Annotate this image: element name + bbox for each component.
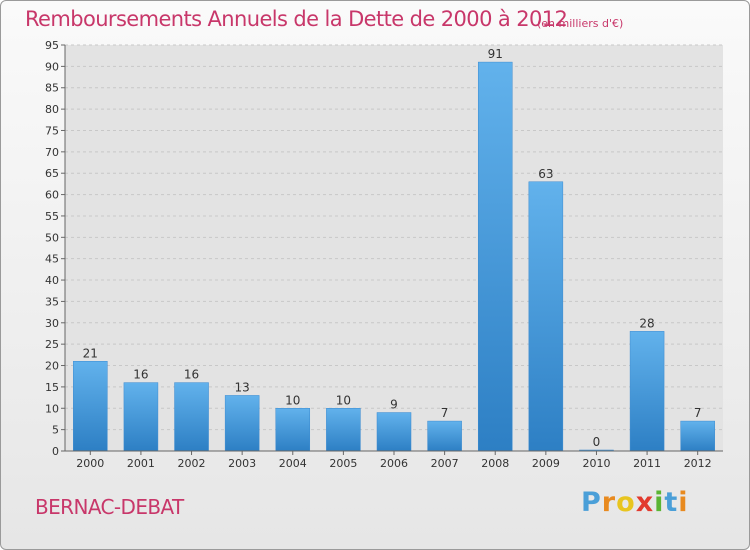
logo-letter: r (601, 487, 617, 518)
y-tick-label: 75 (45, 124, 59, 137)
bar (73, 361, 108, 452)
proxiti-logo: Proxiti (581, 487, 689, 518)
y-tick-label: 25 (45, 338, 59, 351)
bar (528, 181, 564, 452)
y-tick-label: 65 (45, 167, 59, 180)
bar-value-label: 0 (593, 435, 601, 449)
x-tick-label: 2001 (127, 457, 155, 470)
y-tick-label: 5 (52, 424, 59, 437)
bar-chart: 21 16 16 13 10 10 9 7 91 63 0 28 7 0 5 10 15 20 25 30 35 40 4… (45, 39, 723, 470)
y-tick-label: 35 (45, 295, 59, 308)
y-tick-label: 60 (45, 189, 59, 202)
bar-series: 21 16 16 13 10 10 9 7 91 63 0 28 7 (73, 47, 715, 452)
bar (477, 61, 513, 452)
x-tick-label: 2005 (329, 457, 357, 470)
x-tick-label: 2009 (532, 457, 560, 470)
bar-value-label: 63 (538, 167, 553, 181)
logo-letter: i (678, 487, 689, 518)
bar-value-label: 10 (285, 393, 300, 407)
bar (680, 420, 715, 452)
logo-letter: t (664, 487, 679, 518)
bar (123, 382, 159, 452)
y-tick-label: 95 (45, 39, 59, 52)
bar-value-label: 13 (235, 380, 250, 394)
bar (326, 408, 361, 452)
bar-value-label: 28 (639, 316, 654, 330)
x-tick-label: 2011 (633, 457, 661, 470)
bar-value-label: 9 (390, 398, 398, 412)
y-tick-label: 40 (45, 274, 59, 287)
bar-value-label: 10 (336, 393, 351, 407)
logo-letter: o (616, 487, 636, 518)
plot-area (65, 45, 723, 451)
y-tick-label: 85 (45, 82, 59, 95)
bar-value-label: 91 (488, 47, 503, 61)
chart-unit-note: (en milliers d'€) (537, 17, 624, 30)
bar-value-label: 16 (184, 368, 199, 382)
y-tick-label: 10 (45, 402, 59, 415)
x-tick-label: 2002 (178, 457, 206, 470)
place-name: BERNAC-DEBAT (35, 495, 184, 519)
logo-letter: x (635, 487, 655, 518)
logo-letter: i (654, 487, 665, 518)
logo-letter: P (581, 487, 602, 518)
bar (427, 420, 462, 452)
x-tick-label: 2004 (279, 457, 307, 470)
bar-value-label: 7 (694, 406, 702, 420)
y-tick-label: 45 (45, 253, 59, 266)
x-tick-label: 2000 (76, 457, 104, 470)
bar (174, 382, 209, 452)
bar (275, 408, 311, 452)
x-tick-label: 2003 (228, 457, 256, 470)
x-tick-label: 2008 (481, 457, 509, 470)
y-tick-label: 0 (52, 445, 59, 458)
x-tick-label: 2012 (684, 457, 712, 470)
y-tick-label: 55 (45, 210, 59, 223)
y-tick-label: 15 (45, 381, 59, 394)
bar-value-label: 21 (83, 346, 98, 360)
bar-value-label: 16 (133, 368, 148, 382)
y-tick-label: 80 (45, 103, 59, 116)
y-tick-label: 30 (45, 317, 59, 330)
bar (629, 331, 665, 452)
bar (376, 412, 412, 452)
x-tick-label: 2007 (431, 457, 459, 470)
y-axis: 0 5 10 15 20 25 30 35 40 45 50 55 60 65 70 75 80 85 90 95 (45, 39, 66, 458)
bar-value-label: 7 (441, 406, 449, 420)
bar (224, 395, 260, 452)
x-tick-label: 2010 (582, 457, 610, 470)
y-tick-label: 90 (45, 60, 59, 73)
y-tick-label: 70 (45, 146, 59, 159)
y-tick-label: 50 (45, 231, 59, 244)
x-tick-label: 2006 (380, 457, 408, 470)
chart-title: Remboursements Annuels de la Dette de 20… (25, 7, 568, 31)
x-axis: 2000 2001 2002 2003 2004 2005 2006 2007 2008 2009… (65, 450, 723, 470)
y-tick-label: 20 (45, 360, 59, 373)
